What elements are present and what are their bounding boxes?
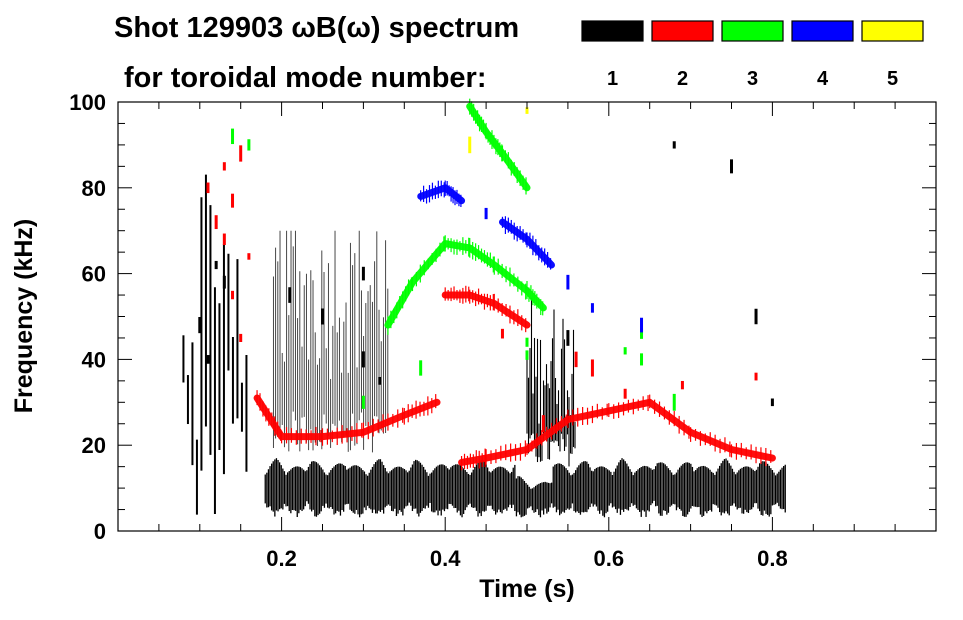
point-n=3-4 bbox=[525, 337, 529, 347]
point-n=2-1 bbox=[214, 215, 218, 230]
point-n=3-8 bbox=[672, 393, 676, 411]
axes: 0.2 0.4 0.6 0.8 0 20 40 60 80 100 bbox=[69, 90, 937, 571]
point-n=2-3 bbox=[231, 193, 235, 208]
x-tick-label: 0.4 bbox=[430, 546, 461, 571]
point-n=1-5 bbox=[321, 308, 324, 325]
point-n=1-1 bbox=[206, 355, 210, 364]
y-tick-label: 40 bbox=[82, 347, 106, 372]
point-n=3-0 bbox=[231, 128, 235, 145]
chart-title-line2: for toroidal mode number: bbox=[124, 62, 487, 94]
series-n=4 bbox=[417, 180, 644, 333]
legend-label-5: 5 bbox=[887, 68, 898, 90]
point-n=4-0 bbox=[484, 207, 488, 220]
point-n=1-2 bbox=[214, 260, 218, 270]
x-tick-label: 0.6 bbox=[594, 546, 625, 571]
point-n=2-6 bbox=[239, 333, 243, 342]
point-n=1-10 bbox=[672, 141, 676, 149]
legend: 1 2 3 4 5 bbox=[581, 20, 924, 90]
legend-label-4: 4 bbox=[817, 68, 829, 90]
point-n=3-2 bbox=[361, 395, 365, 409]
y-tick-label: 20 bbox=[82, 433, 106, 458]
point-n=4-1 bbox=[566, 274, 570, 290]
legend-swatch-5 bbox=[861, 20, 924, 42]
point-n=2-0 bbox=[206, 182, 210, 194]
point-n=1-4 bbox=[288, 287, 292, 303]
point-n=1-8 bbox=[378, 376, 382, 385]
band-early bbox=[182, 174, 248, 515]
legend-label-3: 3 bbox=[747, 68, 758, 90]
point-n=1-3 bbox=[222, 275, 226, 289]
plot-frame bbox=[117, 101, 937, 532]
point-n=2-12 bbox=[590, 359, 594, 377]
y-axis-label: Frequency (kHz) bbox=[10, 219, 38, 413]
legend-swatch-3 bbox=[721, 20, 784, 42]
point-n=5-0 bbox=[468, 136, 472, 154]
y-tick-label: 80 bbox=[82, 176, 106, 201]
point-n=2-13 bbox=[623, 388, 627, 399]
track-n=2-1 bbox=[458, 398, 776, 466]
series-n=3 bbox=[231, 98, 676, 411]
y-tick-label: 60 bbox=[82, 262, 106, 287]
point-n=3-9 bbox=[640, 353, 644, 366]
point-n=1-9 bbox=[566, 330, 570, 346]
legend-swatch-4 bbox=[791, 20, 854, 42]
point-n=1-0 bbox=[198, 317, 202, 334]
point-n=4-3 bbox=[640, 317, 644, 333]
point-n=2-2 bbox=[222, 162, 226, 171]
point-n=2-14 bbox=[680, 380, 684, 390]
legend-label-1: 1 bbox=[607, 68, 618, 90]
series-n=1 bbox=[182, 141, 786, 518]
point-n=1-12 bbox=[754, 308, 758, 325]
series-n=2 bbox=[206, 145, 776, 471]
point-n=1-6 bbox=[361, 266, 365, 281]
point-n=2-4 bbox=[239, 145, 243, 162]
point-n=3-5 bbox=[525, 350, 529, 360]
point-n=2-8 bbox=[222, 233, 226, 246]
band-dense bbox=[272, 230, 389, 453]
x-axis-label: Time (s) bbox=[479, 575, 574, 603]
point-n=5-1 bbox=[525, 107, 529, 114]
point-n=2-9 bbox=[500, 328, 504, 339]
point-n=3-6 bbox=[623, 347, 627, 355]
legend-swatch-1 bbox=[581, 20, 644, 42]
point-n=2-15 bbox=[754, 372, 758, 381]
y-tick-label: 0 bbox=[94, 519, 106, 544]
point-n=2-11 bbox=[574, 351, 578, 368]
series-n=5 bbox=[468, 107, 529, 154]
point-n=2-10 bbox=[541, 415, 545, 433]
point-n=1-13 bbox=[770, 398, 774, 407]
point-n=2-7 bbox=[247, 253, 251, 260]
legend-label-2: 2 bbox=[677, 68, 688, 90]
band-low bbox=[264, 458, 786, 518]
x-tick-label: 0.2 bbox=[266, 546, 297, 571]
data-layer bbox=[182, 98, 786, 518]
point-n=2-5 bbox=[231, 290, 235, 300]
point-n=3-1 bbox=[247, 139, 251, 151]
point-n=4-2 bbox=[590, 303, 594, 313]
point-n=3-7 bbox=[640, 328, 644, 339]
point-n=3-3 bbox=[419, 360, 423, 376]
point-n=1-11 bbox=[730, 159, 733, 174]
x-tick-label: 0.8 bbox=[757, 546, 788, 571]
chart-title-line1: Shot 129903 ωB(ω) spectrum bbox=[114, 12, 519, 44]
y-tick-label: 100 bbox=[69, 90, 106, 115]
legend-swatch-2 bbox=[651, 20, 714, 42]
point-n=1-7 bbox=[361, 351, 365, 368]
